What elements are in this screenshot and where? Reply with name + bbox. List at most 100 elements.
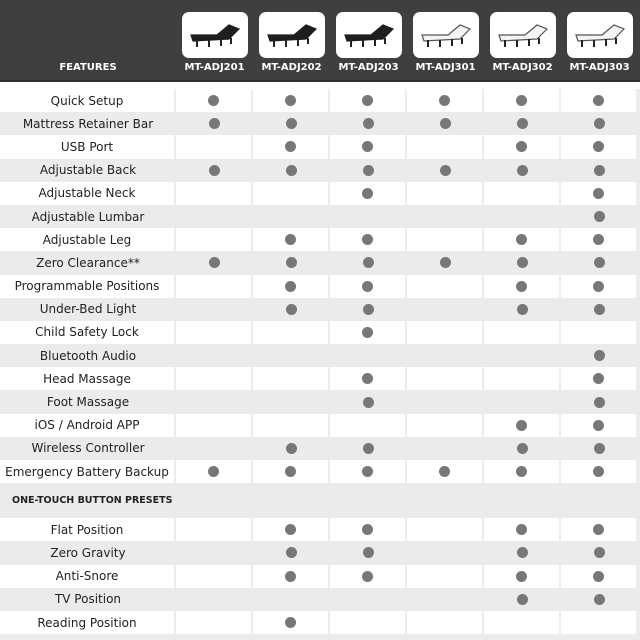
included-dot-icon [517, 257, 528, 269]
included-dot-icon [362, 280, 373, 292]
feature-cell [176, 112, 253, 135]
included-dot-icon [285, 466, 296, 478]
feature-label: Flat Position [0, 518, 174, 542]
included-dot-icon [517, 303, 528, 315]
feature-cell [330, 228, 405, 252]
feature-label: TV Position [54, 592, 122, 607]
feature-cell [561, 205, 638, 228]
feature-cell [176, 274, 251, 298]
table-row: Adjustable Neck [0, 181, 640, 205]
feature-cell [253, 367, 328, 391]
included-dot-icon [594, 396, 605, 408]
included-dot-icon [286, 547, 297, 559]
feature-cell [253, 413, 328, 437]
feature-label: Bluetooth Audio [39, 348, 137, 363]
feature-cell [484, 320, 559, 345]
feature-cell [484, 181, 559, 205]
table-row: Reading Position [0, 610, 640, 635]
feature-cell [561, 390, 638, 413]
included-dot-icon [362, 466, 373, 478]
included-dot-icon [286, 303, 297, 315]
feature-label: Child Safety Lock [0, 320, 174, 345]
feature-cell [561, 460, 636, 484]
feature-cell [561, 251, 638, 274]
included-dot-icon [362, 326, 373, 338]
included-dot-icon [594, 164, 605, 176]
feature-cell [561, 135, 636, 159]
spacer [0, 82, 640, 89]
feature-cell [484, 564, 559, 588]
feature-cell [253, 588, 330, 611]
included-dot-icon [593, 187, 604, 199]
included-dot-icon [363, 118, 374, 130]
bed-image [566, 12, 633, 58]
table-row: Adjustable Lumbar [0, 204, 640, 229]
feature-cell [253, 89, 328, 113]
table-row: iOS / Android APP [0, 413, 640, 437]
feature-cell [407, 135, 482, 159]
feature-cell [561, 437, 638, 460]
feature-cell [561, 298, 638, 321]
feature-label: USB Port [0, 135, 174, 159]
feature-cell [253, 437, 330, 460]
feature-cell [407, 367, 482, 391]
included-dot-icon [517, 164, 528, 176]
feature-label: Reading Position [0, 610, 174, 635]
feature-cell [330, 159, 407, 182]
feature-cell [407, 390, 484, 413]
table-row: USB Port [0, 135, 640, 159]
feature-cell [330, 564, 405, 588]
included-dot-icon [594, 118, 605, 130]
included-dot-icon [286, 442, 297, 454]
feature-cell [561, 159, 638, 182]
feature-label: Anti-Snore [0, 564, 174, 588]
model-column-header: MT-ADJ301 [407, 0, 484, 80]
model-name: MT-ADJ302 [492, 62, 553, 73]
feature-label: Zero Clearance** [36, 255, 140, 270]
feature-cell [330, 367, 405, 391]
feature-cell [330, 181, 405, 205]
feature-cell [561, 181, 636, 205]
feature-cell [407, 344, 484, 367]
feature-label: Head Massage [0, 367, 174, 391]
included-dot-icon [516, 280, 527, 292]
included-dot-icon [440, 164, 451, 176]
feature-cell [484, 344, 561, 367]
feature-label: Foot Massage [46, 395, 130, 410]
included-dot-icon [285, 95, 296, 107]
feature-cell [407, 320, 482, 345]
table-row: Under-Bed Light [0, 297, 640, 321]
table-row: Zero Clearance** [0, 251, 640, 275]
included-dot-icon [362, 570, 373, 582]
feature-cell [253, 344, 330, 367]
feature-cell [330, 205, 407, 228]
feature-cell [407, 159, 484, 182]
included-dot-icon [285, 141, 296, 153]
feature-cell [407, 298, 484, 321]
included-dot-icon [362, 373, 373, 385]
bed-image [412, 12, 479, 58]
included-dot-icon [285, 570, 296, 582]
included-dot-icon [594, 350, 605, 362]
table-row: Foot Massage [0, 390, 640, 414]
model-column-header: MT-ADJ303 [561, 0, 638, 80]
feature-cell [330, 112, 407, 135]
feature-cell [176, 460, 251, 484]
included-dot-icon [594, 547, 605, 559]
feature-cell [253, 320, 328, 345]
included-dot-icon [363, 396, 374, 408]
feature-cell [176, 610, 251, 635]
bed-image [489, 12, 556, 58]
feature-label: Mattress Retainer Bar [22, 116, 154, 131]
bed-image [335, 12, 402, 58]
feature-cell [253, 251, 330, 274]
included-dot-icon [286, 118, 297, 130]
included-dot-icon [285, 617, 296, 629]
model-column-header: MT-ADJ203 [330, 0, 407, 80]
table-row: Anti-Snore [0, 564, 640, 588]
included-dot-icon [363, 257, 374, 269]
table-row: Bluetooth Audio [0, 344, 640, 368]
feature-cell [484, 437, 561, 460]
bed-image [181, 12, 248, 58]
included-dot-icon [594, 211, 605, 223]
